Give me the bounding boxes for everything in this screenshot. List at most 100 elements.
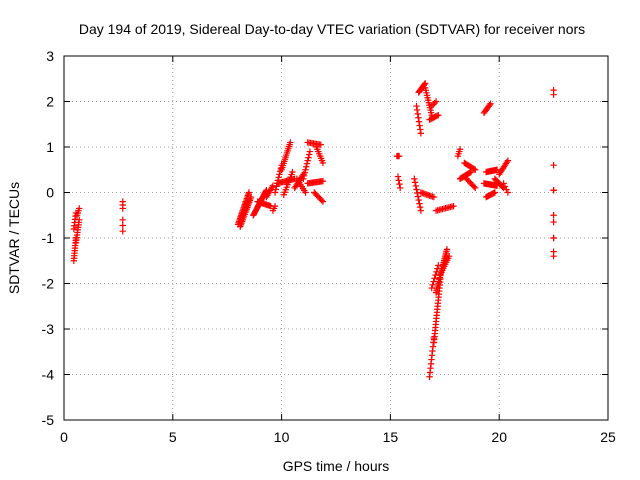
y-tick-label: 2 bbox=[46, 94, 54, 110]
data-point bbox=[414, 110, 421, 118]
y-tick-label: -5 bbox=[42, 412, 55, 428]
data-point bbox=[472, 184, 479, 192]
data-point bbox=[414, 193, 422, 200]
chart-title: Day 194 of 2019, Sidereal Day-to-day VTE… bbox=[79, 21, 585, 37]
data-point bbox=[302, 189, 309, 196]
data-point bbox=[413, 186, 420, 193]
data-point bbox=[247, 193, 255, 201]
data-point bbox=[491, 189, 499, 196]
data-point bbox=[300, 172, 308, 180]
data-point bbox=[550, 218, 557, 226]
data-point bbox=[487, 100, 494, 107]
data-point bbox=[431, 275, 438, 282]
data-point bbox=[395, 152, 403, 160]
x-tick-label: 25 bbox=[600, 429, 616, 445]
data-point bbox=[302, 166, 309, 173]
data-point bbox=[396, 184, 404, 192]
data-point bbox=[394, 173, 402, 180]
data-point bbox=[433, 112, 441, 119]
data-point bbox=[504, 157, 512, 164]
data-point bbox=[413, 106, 421, 114]
data-point bbox=[76, 205, 83, 212]
data-point bbox=[303, 160, 311, 167]
y-axis-label: SDTVAR / TECUs bbox=[6, 182, 22, 294]
data-point bbox=[417, 126, 424, 133]
data-point bbox=[275, 174, 282, 181]
data-point bbox=[429, 101, 437, 108]
data-point bbox=[550, 187, 557, 194]
data-point bbox=[395, 177, 402, 184]
data-point bbox=[435, 262, 442, 269]
data-point bbox=[466, 169, 474, 176]
grid-layer bbox=[64, 56, 608, 420]
data-point bbox=[550, 234, 557, 242]
y-tick-label: -3 bbox=[42, 321, 55, 337]
data-point bbox=[443, 246, 451, 253]
data-point bbox=[319, 177, 327, 185]
data-point bbox=[411, 175, 418, 183]
data-point bbox=[415, 118, 423, 125]
y-tick-label: 3 bbox=[46, 48, 54, 64]
x-tick-label: 0 bbox=[60, 429, 68, 445]
data-point bbox=[271, 189, 279, 196]
data-point bbox=[319, 159, 327, 167]
data-point bbox=[289, 168, 296, 176]
data-point bbox=[445, 253, 453, 260]
data-point bbox=[304, 157, 311, 164]
data-point bbox=[269, 182, 277, 189]
points-layer bbox=[70, 80, 557, 380]
data-point bbox=[119, 198, 126, 205]
data-point bbox=[412, 182, 419, 190]
data-point bbox=[245, 189, 253, 196]
data-point bbox=[415, 114, 422, 121]
data-point bbox=[319, 198, 327, 205]
data-point bbox=[428, 102, 435, 110]
data-point bbox=[271, 202, 279, 210]
data-point bbox=[416, 122, 423, 129]
data-point bbox=[276, 171, 283, 178]
x-tick-label: 5 bbox=[169, 429, 177, 445]
data-point bbox=[470, 183, 478, 190]
data-point bbox=[428, 284, 435, 292]
data-point bbox=[421, 81, 428, 88]
data-point bbox=[503, 186, 510, 193]
data-point bbox=[432, 98, 440, 105]
x-tick-label: 15 bbox=[383, 429, 399, 445]
data-point bbox=[501, 183, 509, 190]
data-point bbox=[76, 216, 83, 223]
data-point bbox=[430, 193, 438, 201]
data-point bbox=[417, 130, 425, 137]
y-tick-label: -1 bbox=[42, 230, 55, 246]
data-point bbox=[550, 212, 557, 219]
data-point bbox=[301, 169, 309, 176]
data-point bbox=[417, 207, 425, 214]
data-point bbox=[119, 227, 126, 235]
data-point bbox=[305, 154, 312, 161]
y-tick-label: -4 bbox=[42, 367, 55, 383]
data-point bbox=[432, 271, 439, 279]
data-point bbox=[305, 151, 313, 158]
data-point bbox=[435, 111, 442, 119]
data-point bbox=[503, 158, 511, 166]
data-point bbox=[413, 102, 420, 110]
data-point bbox=[272, 186, 279, 193]
data-point bbox=[396, 180, 403, 188]
data-point bbox=[500, 180, 507, 187]
y-tick-label: 0 bbox=[46, 185, 54, 201]
data-point bbox=[276, 168, 284, 175]
data-point bbox=[300, 175, 307, 183]
data-point bbox=[273, 183, 280, 190]
data-point bbox=[416, 200, 423, 207]
data-point bbox=[306, 148, 314, 155]
y-tick-label: -2 bbox=[42, 276, 55, 292]
y-tick-label: 1 bbox=[46, 139, 54, 155]
tick-label-layer: 0 5 10 15 20 25 -5 -4 -3 -2 -1 0 1 2 3 bbox=[42, 48, 616, 445]
data-point bbox=[415, 196, 422, 204]
x-axis-label: GPS time / hours bbox=[283, 458, 390, 474]
plot-frame bbox=[63, 55, 609, 421]
data-point bbox=[550, 248, 557, 255]
data-point bbox=[550, 86, 557, 94]
data-point bbox=[317, 141, 324, 148]
